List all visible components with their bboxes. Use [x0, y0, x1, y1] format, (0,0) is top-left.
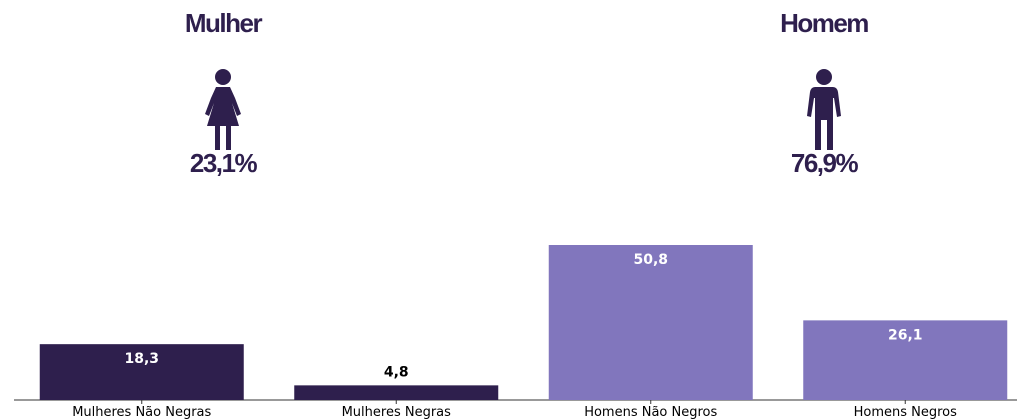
x-tick-label-2: Mulheres Negras	[342, 405, 452, 419]
bar-3	[548, 245, 753, 400]
x-tick-label-1: Mulheres Não Negras	[72, 405, 211, 419]
female-person-icon	[205, 69, 241, 150]
data-label-2: 4,8	[384, 364, 409, 380]
data-label-1: 18,3	[124, 351, 159, 367]
male-person-icon	[807, 69, 841, 150]
bar-1	[39, 344, 244, 400]
female-title: Mulher	[184, 8, 263, 38]
male-title: Homem	[780, 8, 869, 38]
bar-4	[803, 320, 1008, 400]
male-percent: 76,9%	[790, 148, 859, 178]
x-tick-label-3: Homens Não Negros	[584, 405, 717, 419]
female-percent: 23,1%	[189, 148, 258, 178]
bar-2	[294, 385, 499, 400]
x-tick-label-4: Homens Negros	[854, 405, 958, 419]
data-label-3: 50,8	[633, 252, 668, 268]
data-label-4: 26,1	[888, 327, 923, 343]
